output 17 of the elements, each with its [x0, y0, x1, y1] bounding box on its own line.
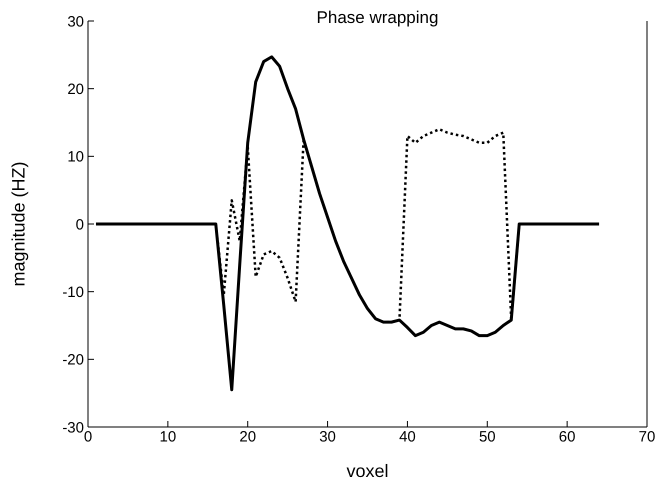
- x-tick-label: 50: [478, 428, 496, 446]
- y-axis-title: magnitude (HZ): [8, 161, 28, 287]
- y-tick-label: -30: [62, 419, 84, 436]
- x-tick-label: 70: [638, 428, 656, 446]
- x-tick-label: 60: [558, 428, 576, 446]
- y-tick-label: -20: [62, 352, 84, 369]
- y-tick-label: 20: [67, 80, 84, 98]
- x-tick-label: 10: [160, 428, 176, 446]
- x-tick-label: 20: [239, 428, 256, 446]
- x-tick-label: 40: [399, 428, 416, 446]
- x-axis-title: voxel: [346, 461, 389, 481]
- y-tick-label: 10: [67, 148, 84, 166]
- x-tick-label: 30: [319, 428, 336, 446]
- y-tick-label: -10: [62, 284, 84, 301]
- y-tick-label: 30: [67, 13, 84, 30]
- chart-title: Phase wrapping: [316, 8, 440, 28]
- y-tick-label: 0: [76, 216, 84, 234]
